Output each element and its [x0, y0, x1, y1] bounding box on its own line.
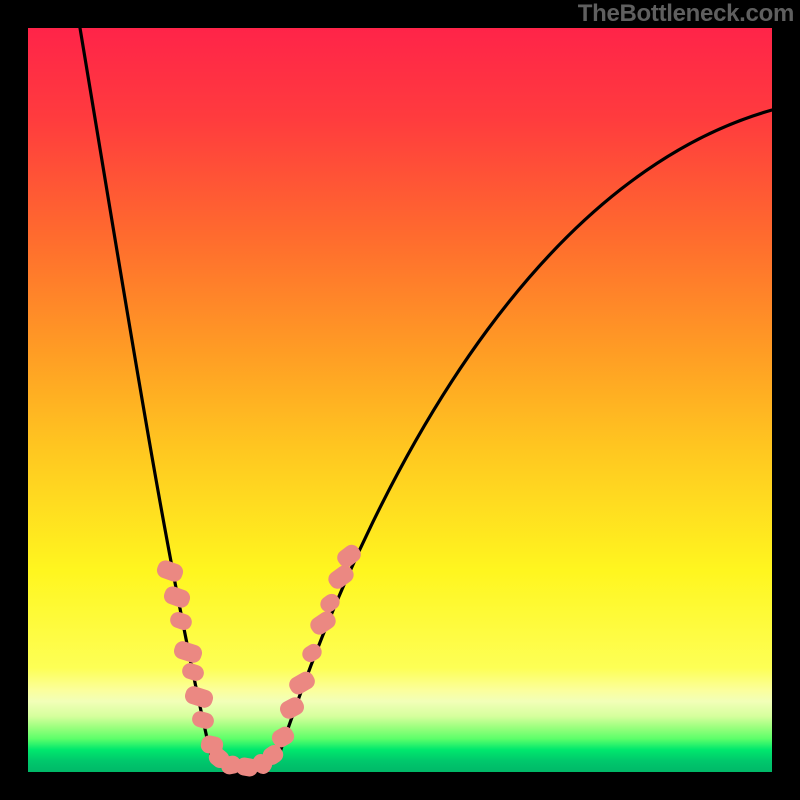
gradient-background [28, 28, 772, 772]
watermark-text: TheBottleneck.com [578, 0, 794, 28]
bottleneck-chart [0, 0, 800, 800]
